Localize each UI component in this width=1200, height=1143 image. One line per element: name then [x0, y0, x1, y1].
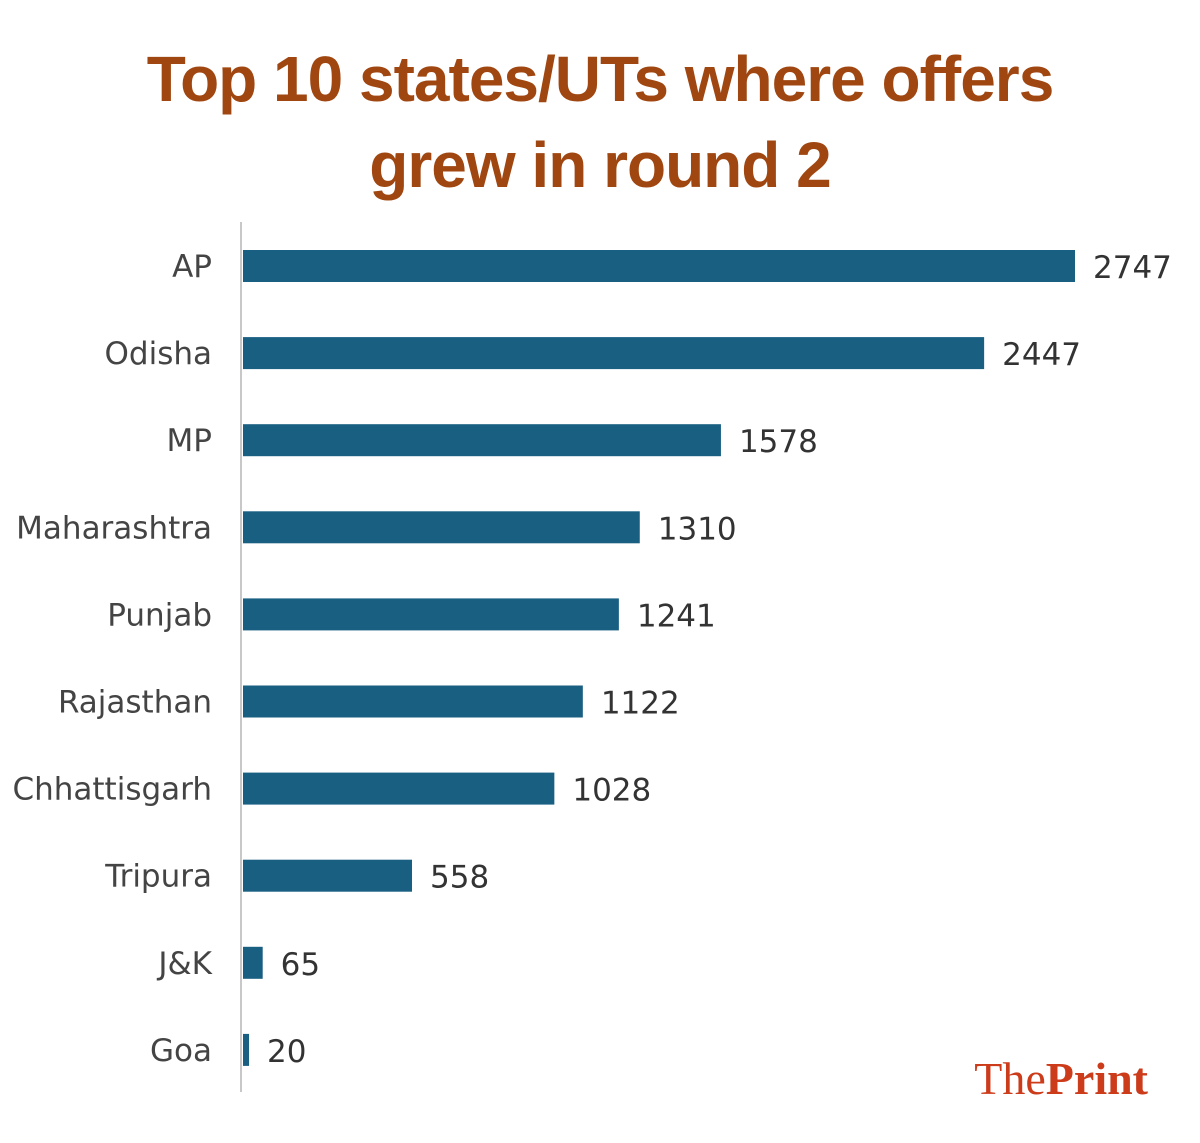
value-label-goa: 20 [267, 1034, 306, 1070]
bar-odisha [243, 337, 985, 370]
logo-the: The [974, 1053, 1046, 1104]
category-label-goa: Goa [150, 1033, 212, 1069]
bar-j-k [243, 946, 263, 979]
value-label-tripura: 558 [430, 860, 489, 896]
category-label-chhattisgarh: Chhattisgarh [12, 772, 212, 808]
value-label-mp: 1578 [739, 424, 818, 460]
bars-group: AP 2747 Odisha 2447 MP 1578 Maharashtra 1310 Pun… [12, 249, 1171, 1070]
category-label-tripura: Tripura [104, 859, 212, 895]
theprint-logo: ThePrint [974, 1052, 1148, 1105]
bar-tripura [243, 859, 413, 892]
bar-goa [243, 1033, 250, 1066]
category-label-rajasthan: Rajasthan [58, 685, 212, 721]
category-label-punjab: Punjab [107, 597, 212, 633]
bar-chhattisgarh [243, 772, 555, 805]
value-label-j-k: 65 [281, 947, 320, 983]
value-label-rajasthan: 1122 [601, 686, 680, 722]
value-label-odisha: 2447 [1002, 337, 1081, 373]
category-label-maharashtra: Maharashtra [16, 510, 212, 546]
value-label-chhattisgarh: 1028 [572, 773, 651, 809]
category-label-mp: MP [167, 423, 212, 459]
bar-punjab [243, 598, 619, 631]
category-label-j-k: J&K [156, 946, 212, 982]
bar-ap [243, 250, 1075, 282]
category-label-odisha: Odisha [105, 336, 213, 372]
chart-title-line-2: grew in round 2 [369, 129, 831, 201]
bar-mp [243, 424, 721, 457]
bar-rajasthan [243, 685, 583, 718]
bar-maharashtra [243, 511, 640, 544]
logo-print: Print [1045, 1053, 1148, 1104]
value-label-punjab: 1241 [637, 598, 716, 634]
value-label-maharashtra: 1310 [658, 511, 737, 547]
category-label-ap: AP [172, 249, 212, 285]
value-label-ap: 2747 [1093, 250, 1172, 286]
chart-title-line-1: Top 10 states/UTs where offers [146, 43, 1055, 115]
chart-title: Top 10 states/UTs where offers grew in r… [0, 36, 1200, 208]
